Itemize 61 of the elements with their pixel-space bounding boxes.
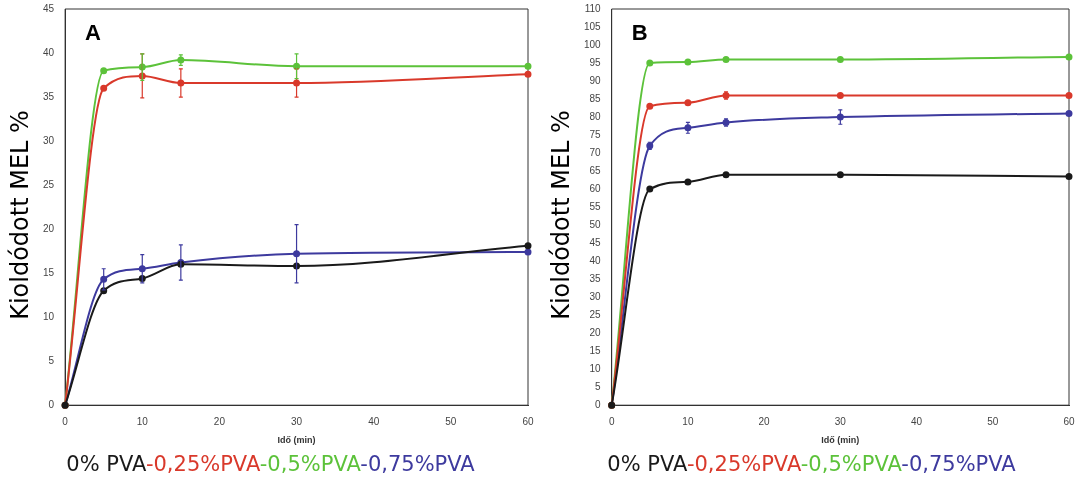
x-tick-label: 20 (213, 415, 226, 427)
y-tick-label: 20 (589, 326, 602, 338)
y-tick-label: 15 (43, 266, 55, 278)
y-tick-label: 0 (48, 398, 55, 410)
x-axis-title: Idő (min) (821, 435, 860, 446)
text: -0,5%PVA (259, 452, 361, 476)
y-tick-label: 85 (589, 92, 602, 104)
y-tick-label: 10 (589, 362, 602, 374)
y-tick-label: 65 (589, 164, 602, 176)
y-tick-label: 0 (595, 398, 602, 410)
y-tick-label: 40 (589, 254, 602, 266)
text: 0% PVA (66, 452, 146, 476)
y-tick-label: 105 (584, 20, 602, 32)
x-tick-label: 50 (987, 415, 999, 427)
text: -0,25%PVA (145, 452, 260, 476)
x-tick-label: 40 (368, 415, 380, 427)
x-tick-label: 60 (1063, 415, 1075, 427)
y-axis-title: Kioldódott MEL % (6, 110, 34, 320)
y-tick-label: 35 (589, 272, 602, 284)
x-tick-label: 30 (291, 415, 303, 427)
y-tick-label: 100 (584, 38, 602, 50)
x-tick-label: 60 (522, 415, 534, 427)
x-tick-label: 0 (608, 415, 615, 427)
x-tick-label: 10 (682, 415, 694, 427)
y-axis-title: Kioldódott MEL % (547, 110, 575, 320)
y-tick-label: 30 (589, 290, 602, 302)
y-tick-label: 35 (43, 90, 55, 102)
x-tick-label: 40 (911, 415, 923, 427)
y-tick-label: 45 (43, 2, 55, 14)
x-axis-title: Idő (min) (277, 435, 316, 446)
y-tick-label: 110 (584, 2, 602, 14)
text: -0,75%PVA (901, 452, 1016, 476)
y-tick-label: 25 (43, 178, 55, 190)
y-tick-label: 55 (589, 200, 602, 212)
y-tick-label: 90 (589, 74, 602, 86)
y-tick-label: 40 (43, 46, 55, 58)
text: B (631, 20, 648, 46)
x-tick-label: 20 (758, 415, 771, 427)
text: -0,5%PVA (800, 452, 902, 476)
x-tick-label: 30 (834, 415, 847, 427)
y-tick-label: 15 (589, 344, 602, 356)
y-tick-label: 10 (43, 310, 55, 322)
x-tick-label: 50 (445, 415, 457, 427)
y-tick-label: 30 (43, 134, 55, 146)
y-tick-label: 5 (595, 380, 602, 392)
y-tick-label: 45 (589, 236, 602, 248)
text: -0,75%PVA (360, 452, 475, 476)
y-tick-label: 25 (589, 308, 602, 320)
text: 0% PVA (607, 452, 687, 476)
x-tick-label: 0 (62, 415, 69, 427)
y-tick-label: 75 (589, 128, 602, 140)
y-tick-label: 80 (589, 110, 602, 122)
text: -0,25%PVA (686, 452, 801, 476)
y-tick-label: 5 (48, 354, 55, 366)
y-tick-label: 60 (589, 182, 602, 194)
y-tick-label: 50 (589, 218, 602, 230)
text: A (85, 20, 102, 46)
y-tick-label: 20 (43, 222, 55, 234)
y-tick-label: 95 (589, 56, 602, 68)
y-tick-label: 70 (589, 146, 602, 158)
x-tick-label: 10 (136, 415, 149, 427)
